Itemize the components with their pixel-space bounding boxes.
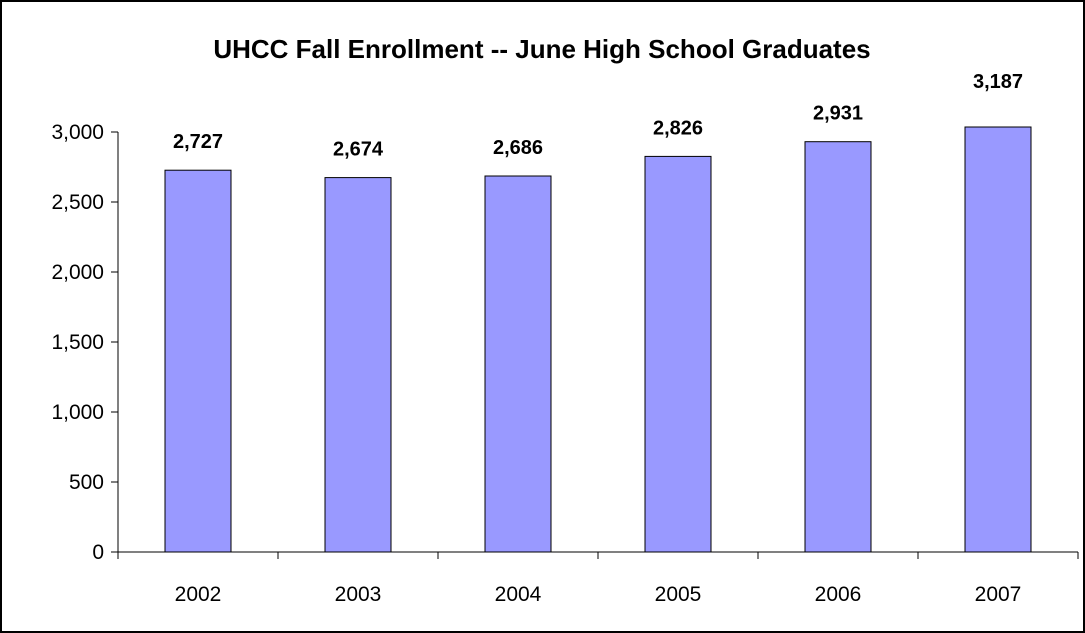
x-tick-label-2004: 2004 (495, 583, 542, 606)
y-tick-label-2000: 2,000 (51, 261, 104, 284)
plot-area: 2,727 2,674 2,686 2,826 2,931 3,187 0 500 1,000 1… (51, 71, 1079, 606)
y-tick-label-0: 0 (92, 541, 104, 564)
bar-2003 (324, 177, 392, 553)
y-tick-label-1500: 1,500 (51, 331, 104, 354)
x-tick-label-2007: 2007 (975, 583, 1022, 606)
chart-title: UHCC Fall Enrollment -- June High School… (213, 34, 870, 64)
data-label-2007: 3,187 (973, 71, 1023, 93)
data-label-2003: 2,674 (333, 139, 384, 161)
x-tick-label-2002: 2002 (175, 583, 222, 606)
x-tick-label-2005: 2005 (655, 583, 702, 606)
data-label-2006: 2,931 (813, 103, 863, 125)
bar-2007 (964, 126, 1032, 553)
x-tick-label-2006: 2006 (815, 583, 862, 606)
data-label-2005: 2,826 (653, 117, 703, 139)
bar-2005 (644, 155, 712, 553)
y-tick-label-2500: 2,500 (51, 191, 104, 214)
data-label-2004: 2,686 (493, 137, 543, 159)
bar-2002 (164, 169, 232, 553)
y-tick-label-500: 500 (69, 471, 104, 494)
y-tick-label-3000: 3,000 (51, 121, 104, 144)
x-tick-label-2003: 2003 (335, 583, 382, 606)
y-tick-label-1000: 1,000 (51, 401, 104, 424)
bar-2004 (484, 175, 552, 553)
bar-2006 (804, 141, 872, 553)
data-label-2002: 2,727 (173, 131, 223, 153)
